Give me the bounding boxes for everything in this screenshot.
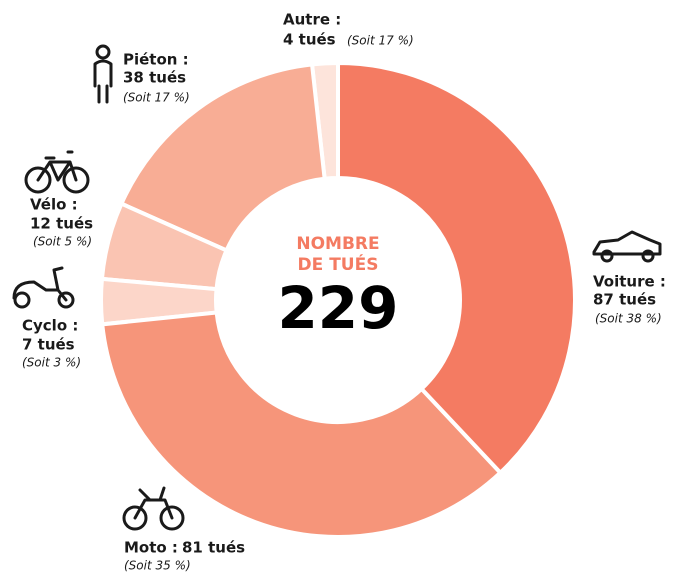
donut-slice [336, 60, 577, 476]
car-icon [592, 230, 662, 263]
category-label: Moto : [124, 539, 178, 557]
bike-icon [24, 150, 90, 194]
value-label: 81 tués [182, 539, 245, 557]
center-label: DE TUÉS [298, 253, 379, 275]
category-label: Autre : [283, 11, 341, 29]
scooter-icon [12, 266, 75, 309]
category-label: Cyclo : [22, 317, 78, 335]
category-label: Voiture : [593, 273, 666, 291]
donut-slice [100, 310, 504, 539]
share-label: (Soit 5 %) [33, 235, 92, 249]
share-label: (Soit 38 %) [595, 312, 662, 326]
donut-slice [99, 201, 230, 292]
category-label: Vélo : [30, 196, 78, 214]
value-label: 38 tués [123, 69, 186, 87]
share-label: (Soit 17 %) [347, 34, 414, 48]
share-label: (Soit 17 %) [123, 91, 190, 105]
total: 229 [277, 274, 398, 342]
pedestrian-icon [93, 44, 113, 104]
category-label: Piéton : [123, 51, 189, 69]
value-label: 87 tués [593, 291, 656, 309]
share-label: (Soit 3 %) [22, 356, 81, 370]
value-label: 12 tués [30, 215, 93, 233]
moto-icon [122, 486, 185, 531]
donut-slice [118, 62, 327, 254]
value-label: 7 tués [22, 336, 75, 354]
center-label: NOMBRE [296, 234, 379, 254]
value-label: 4 tués [283, 31, 336, 49]
share-label: (Soit 35 %) [124, 559, 191, 573]
